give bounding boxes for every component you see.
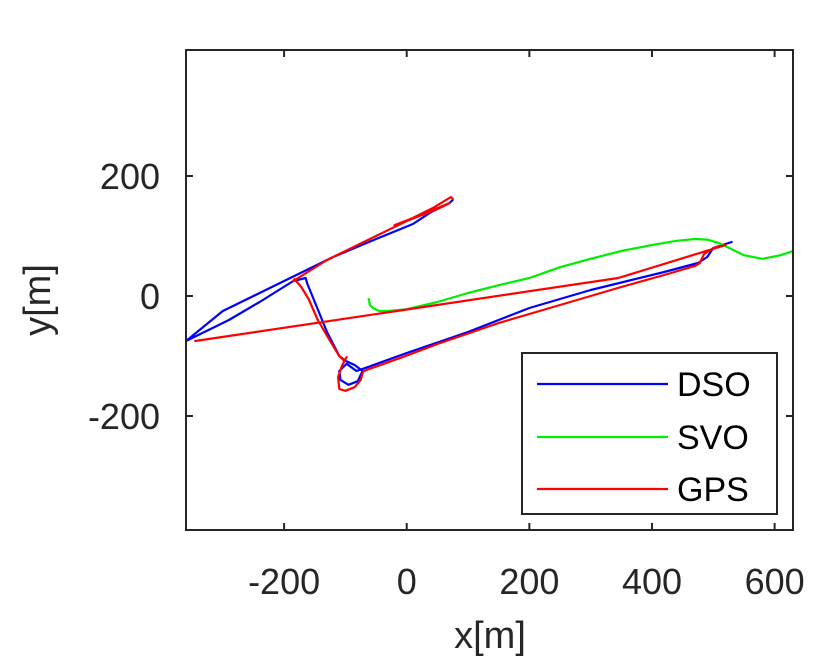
y-tick-label: 0 — [140, 276, 160, 317]
legend-box — [521, 352, 778, 515]
ticks-layer: -200 0 200 400 600 -200 0 200 — [88, 50, 805, 602]
x-tick-label: 600 — [745, 561, 805, 602]
x-tick-label: 0 — [397, 561, 417, 602]
plot-frame — [185, 49, 794, 531]
legend-label-dso: DSO — [677, 366, 751, 404]
y-axis-title: y[m] — [17, 264, 59, 336]
x-axis-title: x[m] — [454, 615, 526, 656]
series-line-gps — [194, 195, 727, 392]
y-tick-label: -200 — [88, 396, 160, 437]
x-tick-label: 200 — [499, 561, 559, 602]
series-layer — [186, 195, 793, 392]
y-tick-label: 200 — [100, 156, 160, 197]
series-line-dso — [186, 198, 733, 386]
legend: DSO SVO GPS — [521, 352, 778, 515]
legend-label-gps: GPS — [677, 471, 749, 509]
legend-label-svo: SVO — [677, 419, 749, 457]
x-tick-label: 400 — [622, 561, 682, 602]
series-line-svo — [367, 237, 793, 313]
x-tick-label: -200 — [248, 561, 320, 602]
